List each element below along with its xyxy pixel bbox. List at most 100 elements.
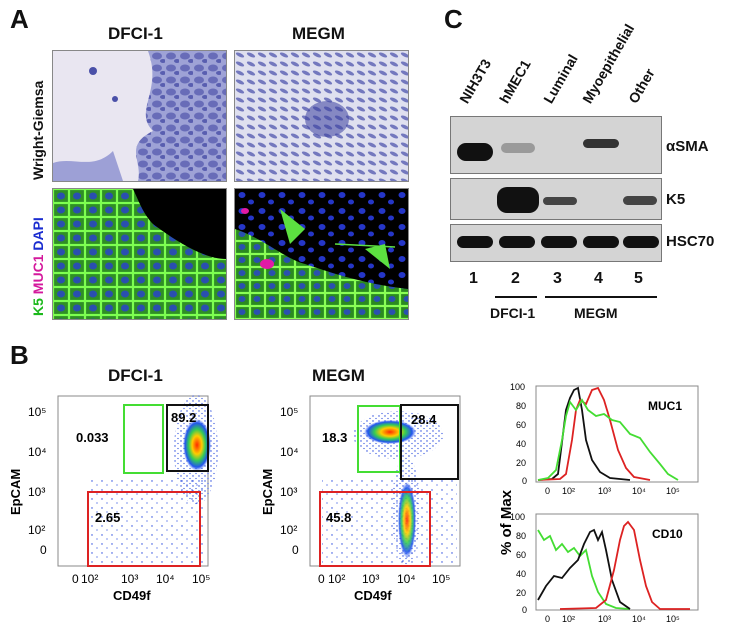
histogram-cd10-marker: CD10 — [652, 527, 683, 541]
histogram-cd10-ytick-4: 40 — [516, 569, 526, 579]
flow-plot2-gate-green-value: 18.3 — [322, 430, 347, 445]
band-hsc70-lane1 — [457, 236, 493, 248]
histogram-muc1-ytick-5: 20 — [516, 458, 526, 468]
lane-number-5: 5 — [634, 270, 643, 287]
flow-plot2-density-lower — [398, 482, 416, 558]
group-line-dfci1 — [495, 296, 537, 298]
blot-k5 — [450, 178, 662, 220]
flow-plot1-density-peak — [183, 419, 211, 471]
flow-plot1-xtick-1: 0 — [72, 572, 79, 586]
histogram-muc1-marker: MUC1 — [648, 399, 682, 413]
band-hsc70-lane4 — [583, 236, 619, 248]
panel-c-letter: C — [444, 4, 463, 34]
flow-plot2-xlabel: CD49f — [354, 588, 392, 603]
flow-plot2-xtick-2: 10² — [328, 572, 345, 586]
micrograph-megm-wright-giemsa — [234, 50, 409, 182]
histograms: % of Max MUC1 100 80 60 40 20 0 0 10² 10… — [498, 382, 699, 624]
flow-plot1-xlabel: CD49f — [113, 588, 151, 603]
histogram-cd10-red-curve — [559, 520, 690, 610]
flow-plot-megm: 18.3 28.4 45.8 10⁵ 10⁴ 10³ 10² 0 0 10² 1… — [260, 395, 461, 603]
flow-plot2-title: MEGM — [312, 366, 365, 385]
flow-plot2-ytick-4: 10² — [280, 523, 297, 537]
histogram-muc1-ytick-6: 0 — [522, 476, 527, 486]
flow-plot1-xtick-3: 10³ — [121, 572, 138, 586]
band-k5-lane3 — [543, 197, 577, 205]
flow-plot1-xtick-4: 10⁴ — [156, 572, 175, 586]
flow-plot2-ytick-5: 0 — [292, 543, 299, 557]
blot-asma — [450, 116, 662, 174]
group-label-dfci1: DFCI-1 — [490, 305, 536, 321]
flow-plot1-xtick-2: 10² — [81, 572, 98, 586]
histogram-cd10-xtick-1: 0 — [545, 614, 550, 624]
muc1-label: MUC1 — [30, 254, 46, 295]
band-hsc70-lane3 — [541, 236, 577, 248]
fluor-stain-label: K5 MUC1 DAPI — [30, 217, 46, 316]
panel-a-letter: A — [10, 4, 29, 34]
histogram-muc1-xtick-4: 10⁴ — [632, 486, 646, 496]
histogram-muc1-red-curve — [537, 386, 651, 481]
histogram-cd10-green-curve — [537, 529, 631, 610]
micrograph-dfci1-immunofluorescence — [52, 188, 227, 320]
flow-plot1-ylabel: EpCAM — [8, 469, 23, 515]
blot-hsc70 — [450, 224, 662, 262]
histogram-cd10-ytick-3: 60 — [516, 550, 526, 560]
flow-plot1-gate-green — [123, 404, 164, 474]
histogram-muc1-xtick-3: 10³ — [598, 486, 611, 496]
band-k5-lane2 — [497, 187, 539, 213]
flow-plot2-xtick-5: 10⁵ — [432, 572, 450, 586]
panel-b-letter: B — [10, 340, 29, 370]
histogram-muc1-xtick-1: 0 — [545, 486, 550, 496]
flow-plot1-ytick-4: 10² — [28, 523, 45, 537]
histogram-cd10-ytick-6: 0 — [522, 605, 527, 615]
flow-plot1-ytick-5: 0 — [40, 543, 47, 557]
histogram-muc1-black-curve — [537, 386, 631, 481]
flow-plot1-gate-red-value: 2.65 — [95, 510, 120, 525]
flow-plot1-ytick-2: 10⁴ — [28, 445, 47, 459]
panel-a-col1-title: DFCI-1 — [108, 24, 163, 43]
lane-number-3: 3 — [553, 270, 562, 287]
histogram-muc1-ytick-4: 40 — [516, 439, 526, 449]
histogram-cd10-xtick-3: 10³ — [598, 614, 611, 624]
flow-plot2-ytick-3: 10³ — [280, 485, 297, 499]
histogram-cd10-xtick-2: 10² — [562, 614, 575, 624]
histogram-muc1-ytick-2: 80 — [516, 401, 526, 411]
flow-plot1-gate-black — [166, 404, 209, 472]
micrograph-megm-immunofluorescence — [234, 188, 409, 320]
flow-plot2-xtick-4: 10⁴ — [397, 572, 416, 586]
histogram-muc1-xtick-2: 10² — [562, 486, 575, 496]
blot-label-k5: K5 — [666, 191, 686, 208]
lane-label-3: Luminal — [540, 51, 581, 106]
histogram-cd10-ytick-5: 20 — [516, 588, 526, 598]
lane-label-2: hMEC1 — [496, 56, 534, 106]
histogram-muc1-ytick-1: 100 — [510, 382, 525, 392]
flow-plot1-ytick-1: 10⁵ — [28, 405, 46, 419]
flow-plot1-ytick-3: 10³ — [28, 485, 45, 499]
flow-plot2-density-upper — [364, 420, 416, 444]
flow-plot2-ytick-1: 10⁵ — [280, 405, 298, 419]
histogram-cd10-ytick-2: 80 — [516, 531, 526, 541]
histogram-ylabel: % of Max — [498, 489, 515, 555]
flow-plot2-gate-black — [400, 404, 459, 480]
flow-plot1-gate-red — [87, 491, 201, 567]
lane-number-4: 4 — [594, 270, 603, 287]
band-hsc70-lane5 — [623, 236, 659, 248]
flow-plot2-ylabel: EpCAM — [260, 469, 275, 515]
lane-number-1: 1 — [469, 270, 478, 287]
lane-label-5: Other — [625, 65, 658, 106]
histogram-muc1-frame — [535, 385, 699, 483]
histogram-cd10-frame — [535, 513, 699, 611]
flow-plot1-title: DFCI-1 — [108, 366, 163, 385]
flow-plot1-xtick-5: 10⁵ — [192, 572, 210, 586]
flow-plot-dfci1: 0.033 89.2 2.65 10⁵ 10⁴ 10³ 10² 0 0 10² … — [8, 395, 218, 603]
lane-number-2: 2 — [511, 270, 520, 287]
flow-plot2-gate-red-value: 45.8 — [326, 510, 351, 525]
histogram-cd10-xtick-4: 10⁴ — [632, 614, 646, 624]
lane-label-1: NIH3T3 — [456, 56, 495, 106]
band-hsc70-lane2 — [499, 236, 535, 248]
histogram-cd10-xtick-5: 10⁵ — [666, 614, 680, 624]
dapi-label: DAPI — [30, 217, 46, 251]
flow-plot2-ytick-2: 10⁴ — [280, 445, 299, 459]
flow-plot2-sparse-events — [322, 480, 457, 565]
flow-plot2-xtick-3: 10³ — [362, 572, 379, 586]
histogram-cd10-ytick-1: 100 — [510, 512, 525, 522]
